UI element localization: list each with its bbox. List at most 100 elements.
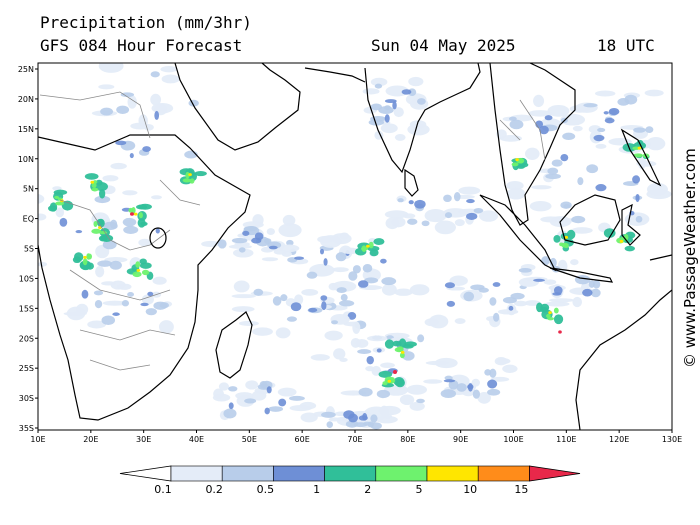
- precip-cell: [381, 277, 397, 286]
- precip-cell: [382, 381, 388, 386]
- precip-cell: [159, 302, 169, 309]
- precip-cell: [378, 106, 394, 114]
- precip-cell: [66, 306, 86, 321]
- precip-cell: [138, 212, 143, 219]
- precip-cell: [360, 247, 369, 251]
- precip-cell: [364, 277, 379, 284]
- precip-cell: [396, 346, 404, 352]
- precip-cell: [560, 113, 586, 126]
- precip-cell: [348, 271, 358, 281]
- y-tick-label: 35S: [19, 424, 34, 433]
- precip-cell: [603, 228, 616, 238]
- precip-cell: [502, 364, 518, 373]
- precip-cell: [456, 383, 467, 392]
- precip-cell: [52, 186, 62, 191]
- precip-cell: [98, 63, 124, 73]
- precip-cell: [150, 71, 160, 78]
- precip-cell: [487, 388, 501, 396]
- precip-cell: [91, 228, 102, 234]
- colorbar-segment: [221, 465, 274, 482]
- precip-cell: [254, 232, 264, 241]
- precip-cell: [264, 407, 270, 415]
- precip-cell: [370, 77, 388, 87]
- precip-cell: [185, 171, 190, 179]
- precip-cell: [453, 192, 461, 202]
- precip-cell: [101, 281, 117, 286]
- precip-cell: [448, 380, 459, 390]
- precip-cell: [572, 125, 583, 132]
- precip-cell: [91, 187, 99, 192]
- colorbar-segment: [170, 465, 223, 482]
- precip-cell: [608, 107, 620, 116]
- precip-cell: [414, 199, 426, 209]
- india-coastline: [364, 63, 481, 174]
- precip-cell: [128, 207, 134, 213]
- precip-cell: [335, 252, 347, 262]
- precip-cell: [370, 414, 378, 423]
- precip-cell: [547, 167, 559, 175]
- precip-cell: [547, 104, 570, 117]
- precip-cell: [358, 387, 373, 397]
- precip-cell: [517, 162, 529, 168]
- precip-cell: [350, 337, 361, 348]
- precip-cell: [233, 280, 250, 293]
- precip-cell: [366, 244, 370, 248]
- newguinea-coastline: [649, 254, 672, 261]
- precip-cell: [323, 258, 328, 266]
- y-tick-label: 25S: [19, 364, 34, 373]
- precip-cell: [590, 288, 601, 298]
- colorbar-segment: [477, 465, 530, 482]
- precip-cell: [321, 411, 336, 418]
- arabia-coastline: [174, 63, 301, 151]
- x-tick-label: 60E: [295, 435, 310, 444]
- precip-cell: [378, 370, 393, 378]
- precip-cell: [299, 401, 317, 410]
- latitude-axis: 25N 20N 15N 10N 5N EQ 5S 10S 15S 20S 25S 30S 35S: [18, 65, 38, 433]
- precip-cell: [59, 217, 68, 227]
- precip-cell: [286, 239, 294, 246]
- precip-cell: [434, 220, 456, 235]
- precip-cell: [218, 382, 229, 391]
- precip-cell: [477, 392, 491, 404]
- precip-cell: [232, 248, 254, 258]
- precip-cell: [87, 320, 107, 329]
- precip-cell: [253, 288, 264, 296]
- precip-cell: [38, 261, 48, 267]
- colorbar-segment: [273, 465, 325, 482]
- precip-cell: [592, 280, 601, 289]
- precip-cell: [454, 219, 465, 227]
- precip-cell: [326, 421, 333, 428]
- precip-cell: [138, 238, 152, 247]
- precip-cell: [94, 195, 111, 204]
- precip-cell: [471, 378, 480, 387]
- precip-cell: [320, 248, 325, 255]
- sulawesi-coastline: [621, 203, 641, 246]
- precip-cell: [238, 320, 259, 326]
- precip-cell: [548, 311, 552, 315]
- precip-cell: [494, 356, 508, 366]
- precip-cell: [595, 143, 607, 149]
- colorbar-label: 15: [514, 483, 528, 496]
- precip-cell: [321, 301, 327, 311]
- precip-cell: [604, 117, 615, 124]
- precip-cell: [290, 302, 302, 312]
- precip-cell: [120, 92, 135, 98]
- precip-cell: [217, 239, 227, 249]
- precip-cell: [553, 235, 561, 243]
- precip-cell: [374, 83, 383, 89]
- precip-cell: [484, 369, 492, 376]
- precip-cell: [496, 129, 507, 139]
- precip-cell: [571, 227, 593, 234]
- precip-cell: [231, 237, 248, 244]
- precip-cell: [129, 153, 134, 159]
- precip-cell: [478, 287, 489, 293]
- precip-cell: [635, 193, 640, 203]
- precip-cell: [127, 292, 135, 297]
- precip-cell: [320, 295, 328, 301]
- precip-cell: [266, 386, 272, 394]
- precip-cell: [403, 344, 414, 349]
- precip-cell: [288, 395, 305, 401]
- precip-cell: [646, 137, 666, 151]
- precip-cell: [383, 384, 409, 396]
- precip-cell: [228, 386, 238, 392]
